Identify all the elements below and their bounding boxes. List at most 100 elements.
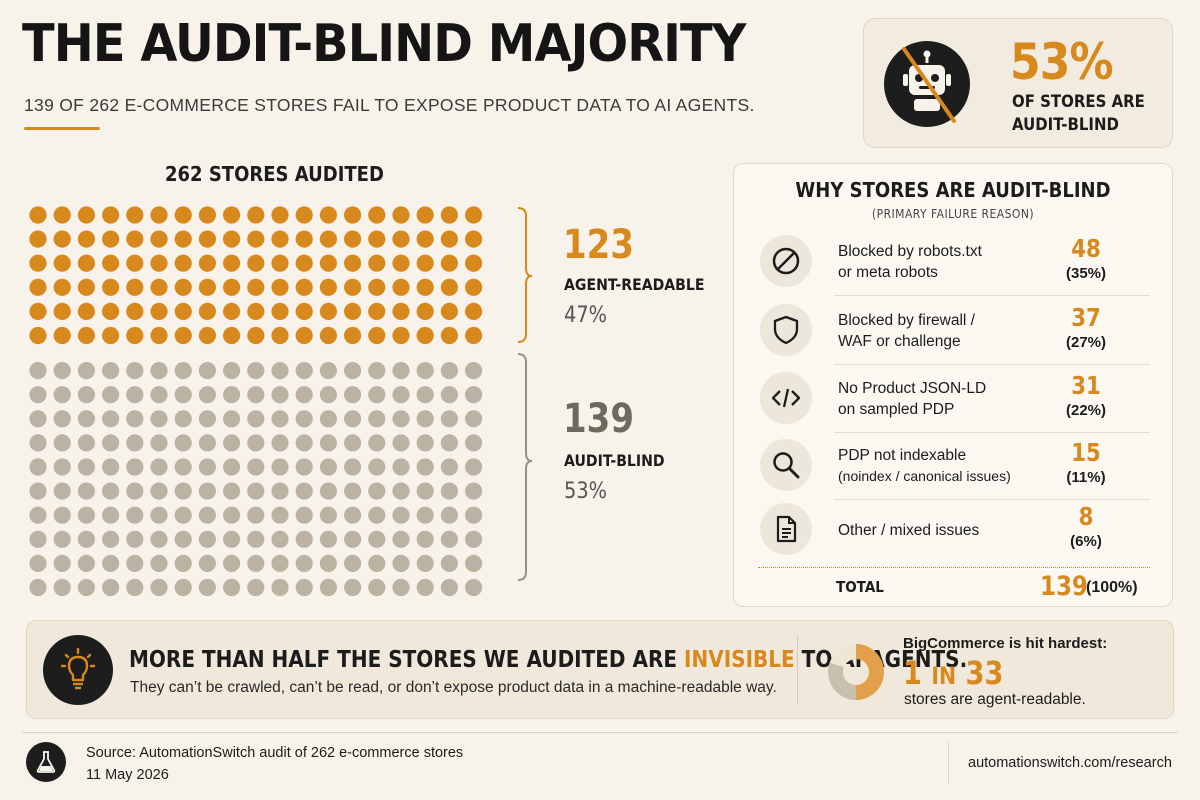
agent-readable-dot: [150, 206, 168, 224]
agent-readable-dot: [271, 206, 289, 224]
code-icon: [760, 372, 812, 424]
audit-blind-dot: [77, 458, 95, 476]
magnifier-icon: [760, 439, 812, 491]
audit-blind-dot: [150, 410, 168, 428]
donut-segment-light: [829, 644, 856, 668]
audit-blind-dot: [198, 554, 216, 573]
agent-readable-dot: [198, 302, 216, 320]
row-divider: [834, 499, 1150, 500]
audit-blind-dot: [150, 434, 168, 452]
audit-blind-dot: [223, 458, 241, 476]
audit-blind-dot: [29, 578, 47, 597]
audit-blind-dot: [150, 578, 168, 597]
agent-readable-dot: [174, 206, 192, 224]
audit-blind-dot: [174, 578, 192, 597]
audit-blind-dot: [319, 458, 337, 476]
agent-readable-dot: [416, 206, 434, 224]
agent-readable-dot: [223, 326, 241, 345]
audit-blind-dot: [368, 458, 386, 476]
headline-pre: MORE THAN HALF THE STORES WE AUDITED ARE: [129, 647, 685, 673]
audit-blind-dot: [271, 434, 289, 452]
audit-blind-dot: [198, 578, 216, 597]
audit-blind-dot: [368, 362, 386, 380]
reason-line1: Other / mixed issues: [838, 522, 980, 539]
audit-blind-dot: [416, 482, 434, 500]
agent-readable-dot: [440, 230, 458, 248]
headline-highlight: INVISIBLE: [684, 647, 795, 673]
agent-readable-dot: [102, 278, 120, 296]
donut-segment-grey: [828, 662, 856, 700]
audit-blind-dot: [102, 386, 120, 404]
agent-readable-dot: [102, 254, 120, 272]
audit-blind-dot: [295, 530, 313, 548]
audit-blind-dot: [174, 410, 192, 428]
bigcommerce-outro: stores are agent-readable.: [904, 691, 1086, 708]
agent-readable-dot: [465, 230, 483, 248]
audit-blind-dot: [319, 506, 337, 524]
agent-readable-dot: [174, 326, 192, 345]
audit-blind-dot: [416, 362, 434, 380]
audit-blind-dot: [102, 578, 120, 597]
agent-readable-dot: [416, 302, 434, 320]
reason-line1: PDP not indexable: [838, 447, 967, 464]
reason-count: 37: [1071, 303, 1101, 332]
agent-readable-dot: [77, 254, 95, 272]
agent-readable-dot: [416, 326, 434, 345]
audit-blind-dot: [440, 386, 458, 404]
agent-readable-dot: [344, 254, 362, 272]
readable-percent: 47%: [564, 303, 608, 328]
audit-blind-dot: [247, 554, 265, 573]
audit-blind-dot: [344, 386, 362, 404]
audit-blind-dot: [295, 578, 313, 597]
audit-blind-dot: [126, 506, 144, 524]
audit-blind-dot: [416, 530, 434, 548]
agent-readable-dot: [29, 278, 47, 296]
audit-blind-dot: [440, 482, 458, 500]
agent-readable-dot: [271, 278, 289, 296]
agent-readable-dot: [53, 254, 71, 272]
audit-blind-dot: [344, 578, 362, 597]
agent-readable-dot: [295, 302, 313, 320]
audit-blind-dot: [465, 434, 483, 452]
audit-blind-dot: [416, 458, 434, 476]
agent-readable-dot: [29, 302, 47, 320]
agent-readable-dot: [77, 230, 95, 248]
audit-blind-dot: [223, 506, 241, 524]
audit-blind-dot: [368, 410, 386, 428]
agent-readable-dot: [440, 206, 458, 224]
audit-blind-dot: [416, 578, 434, 597]
agent-readable-dot: [319, 326, 337, 345]
agent-readable-dot: [126, 326, 144, 345]
flask-icon: [26, 742, 66, 782]
audit-blind-dot: [77, 530, 95, 548]
shield-icon: [760, 304, 812, 356]
audit-blind-dot: [271, 530, 289, 548]
audit-blind-dot: [247, 506, 265, 524]
agent-readable-dot: [29, 254, 47, 272]
audit-blind-dot: [440, 362, 458, 380]
audit-blind-dot: [416, 506, 434, 524]
audit-blind-dot: [416, 434, 434, 452]
agent-readable-dot: [295, 254, 313, 272]
audit-blind-dot: [465, 410, 483, 428]
audit-blind-dot: [174, 530, 192, 548]
reason-text: Other / mixed issues: [838, 520, 1068, 541]
audit-blind-dot: [392, 506, 410, 524]
audit-blind-dot: [102, 434, 120, 452]
agent-readable-dot: [223, 230, 241, 248]
audit-blind-dot: [295, 554, 313, 573]
audit-blind-dot: [247, 434, 265, 452]
agent-readable-dot: [344, 326, 362, 345]
audit-blind-dot: [392, 458, 410, 476]
audit-blind-dot: [319, 554, 337, 573]
ratio-b: 33: [965, 654, 1004, 692]
agent-readable-dot: [392, 230, 410, 248]
audit-blind-dot: [77, 386, 95, 404]
agent-readable-dot: [150, 278, 168, 296]
audit-blind-dot: [174, 362, 192, 380]
waffle-chart: [29, 206, 483, 597]
banner-headline: MORE THAN HALF THE STORES WE AUDITED ARE…: [129, 647, 967, 673]
audit-blind-dot: [198, 434, 216, 452]
agent-readable-dot: [368, 206, 386, 224]
site-link[interactable]: automationswitch.com/research: [968, 755, 1172, 771]
